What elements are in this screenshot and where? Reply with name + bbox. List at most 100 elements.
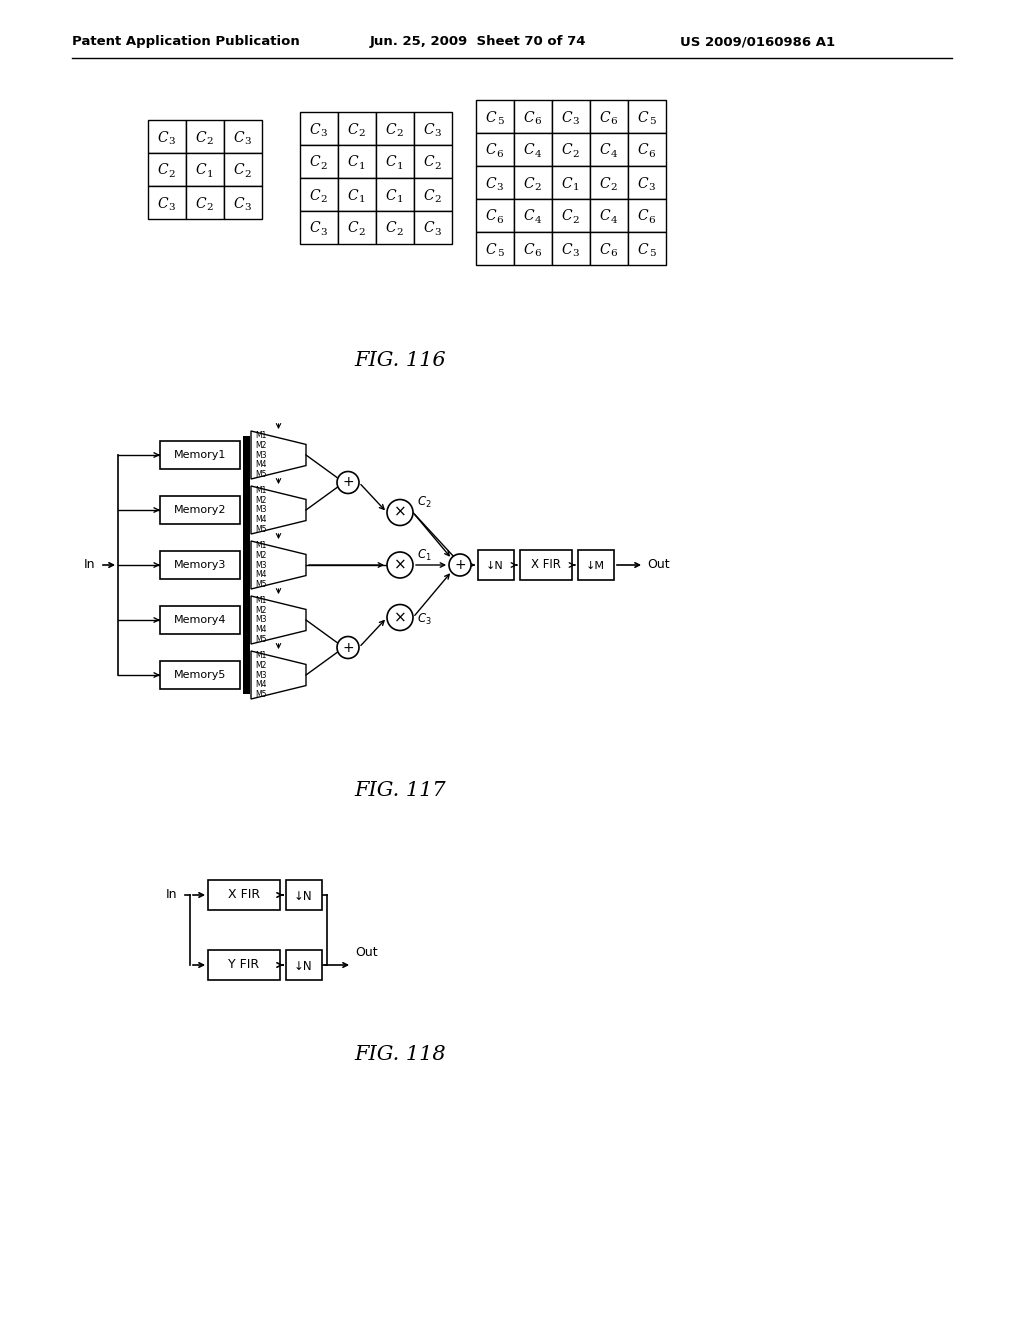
Bar <box>514 232 552 265</box>
Bar <box>300 178 338 211</box>
Text: C: C <box>600 144 610 157</box>
Text: ×: × <box>393 557 407 573</box>
Bar <box>514 199 552 232</box>
Text: 2: 2 <box>358 228 366 238</box>
Bar <box>476 100 514 133</box>
Bar <box>160 550 240 579</box>
Text: M5: M5 <box>255 689 266 698</box>
Bar <box>578 550 614 579</box>
Bar <box>628 133 666 166</box>
Text: C: C <box>158 164 168 177</box>
Bar <box>300 211 338 244</box>
Text: 1: 1 <box>396 195 403 205</box>
Bar <box>552 100 590 133</box>
Bar <box>338 178 376 211</box>
Text: C: C <box>562 111 572 124</box>
Text: ↓N: ↓N <box>294 890 312 903</box>
Text: 4: 4 <box>535 150 542 158</box>
Text: C: C <box>309 123 321 136</box>
Bar <box>208 950 280 979</box>
Text: 2: 2 <box>396 228 403 238</box>
Text: 5: 5 <box>648 117 655 125</box>
Bar <box>376 145 414 178</box>
Text: 3: 3 <box>434 129 441 139</box>
Text: 2: 2 <box>434 195 441 205</box>
Text: Memory1: Memory1 <box>174 450 226 459</box>
Text: +: + <box>342 640 354 655</box>
Text: ↓M: ↓M <box>586 561 604 572</box>
Text: 1: 1 <box>358 195 366 205</box>
Text: C: C <box>523 210 535 223</box>
Circle shape <box>337 636 359 659</box>
Text: 3: 3 <box>648 183 655 191</box>
Text: 3: 3 <box>434 228 441 238</box>
Text: C: C <box>523 243 535 256</box>
Text: M3: M3 <box>255 506 266 515</box>
Text: C: C <box>196 197 206 210</box>
Bar <box>552 133 590 166</box>
Text: C: C <box>348 123 358 136</box>
Text: 3: 3 <box>572 117 580 125</box>
Text: M3: M3 <box>255 615 266 624</box>
Bar <box>224 153 262 186</box>
Text: C: C <box>158 197 168 210</box>
Bar <box>628 166 666 199</box>
Bar <box>590 100 628 133</box>
Text: M3: M3 <box>255 561 266 569</box>
Text: 1: 1 <box>358 162 366 172</box>
Text: C: C <box>562 243 572 256</box>
Text: Memory3: Memory3 <box>174 560 226 570</box>
Text: C: C <box>196 164 206 177</box>
Bar <box>148 153 186 186</box>
Text: C: C <box>158 131 168 144</box>
Text: C: C <box>523 111 535 124</box>
Text: 2: 2 <box>321 195 328 205</box>
Text: In: In <box>166 888 177 902</box>
Circle shape <box>449 554 471 576</box>
Text: $C_3$: $C_3$ <box>417 612 432 627</box>
Text: 3: 3 <box>321 228 328 238</box>
Text: C: C <box>424 189 434 202</box>
Text: ↓N: ↓N <box>294 960 312 973</box>
Text: US 2009/0160986 A1: US 2009/0160986 A1 <box>680 36 836 49</box>
Text: C: C <box>638 111 648 124</box>
Text: Memory5: Memory5 <box>174 671 226 680</box>
Bar <box>376 211 414 244</box>
Text: 6: 6 <box>535 249 542 257</box>
Text: C: C <box>485 111 497 124</box>
Text: 2: 2 <box>207 137 213 147</box>
Text: FIG. 117: FIG. 117 <box>354 780 445 800</box>
Text: $C_2$: $C_2$ <box>417 495 432 510</box>
Text: C: C <box>600 177 610 190</box>
Text: $C_1$: $C_1$ <box>417 548 432 562</box>
Text: 3: 3 <box>321 129 328 139</box>
Text: X FIR: X FIR <box>531 558 561 572</box>
Text: C: C <box>424 222 434 235</box>
Text: +: + <box>342 475 354 490</box>
Text: X FIR: X FIR <box>228 888 260 902</box>
Text: C: C <box>562 177 572 190</box>
Bar <box>590 232 628 265</box>
Text: C: C <box>309 156 321 169</box>
Text: C: C <box>600 111 610 124</box>
Bar <box>414 112 452 145</box>
Text: 2: 2 <box>169 170 175 180</box>
Text: C: C <box>523 177 535 190</box>
Text: 1: 1 <box>396 162 403 172</box>
Text: 4: 4 <box>610 150 617 158</box>
Text: C: C <box>348 189 358 202</box>
Text: M4: M4 <box>255 626 266 634</box>
Text: ×: × <box>393 610 407 624</box>
Text: 3: 3 <box>245 203 251 213</box>
Bar <box>148 120 186 153</box>
Text: ↓N: ↓N <box>486 561 504 572</box>
Text: C: C <box>309 189 321 202</box>
Text: M2: M2 <box>255 441 266 450</box>
Text: M3: M3 <box>255 450 266 459</box>
Text: C: C <box>196 131 206 144</box>
Bar <box>160 496 240 524</box>
Text: C: C <box>638 177 648 190</box>
Text: C: C <box>233 131 245 144</box>
Text: 1: 1 <box>572 183 580 191</box>
Text: C: C <box>348 156 358 169</box>
